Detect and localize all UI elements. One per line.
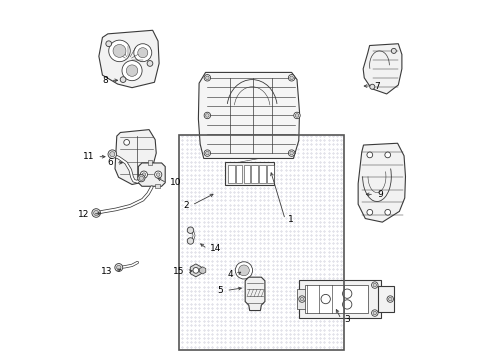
Text: 3: 3	[344, 315, 350, 324]
Circle shape	[115, 264, 122, 271]
Bar	[244, 165, 250, 183]
Circle shape	[110, 152, 115, 157]
Circle shape	[122, 60, 142, 81]
Circle shape	[239, 265, 249, 276]
Bar	[259, 165, 266, 183]
Circle shape	[124, 139, 129, 145]
Circle shape	[138, 48, 148, 58]
Text: 5: 5	[218, 286, 223, 295]
Circle shape	[94, 211, 98, 216]
Circle shape	[204, 150, 211, 156]
Bar	[225, 162, 274, 185]
Circle shape	[371, 310, 378, 316]
Circle shape	[373, 283, 377, 287]
Bar	[299, 280, 381, 319]
Bar	[267, 165, 273, 183]
Bar	[228, 165, 235, 183]
Circle shape	[109, 40, 130, 62]
Circle shape	[385, 210, 391, 215]
Circle shape	[289, 75, 295, 81]
Circle shape	[139, 176, 144, 180]
Circle shape	[371, 282, 378, 288]
Circle shape	[294, 112, 300, 119]
Polygon shape	[199, 267, 206, 274]
Text: 2: 2	[183, 201, 189, 210]
Text: 12: 12	[78, 210, 90, 219]
Circle shape	[156, 173, 160, 176]
Text: 10: 10	[170, 178, 181, 187]
Circle shape	[205, 76, 209, 80]
Text: 14: 14	[210, 244, 221, 253]
Circle shape	[343, 289, 352, 298]
Circle shape	[370, 84, 375, 89]
Bar	[305, 285, 368, 314]
Circle shape	[187, 238, 194, 244]
Text: 8: 8	[102, 76, 108, 85]
Circle shape	[155, 171, 162, 178]
Polygon shape	[99, 30, 159, 87]
Text: 9: 9	[377, 190, 383, 199]
Circle shape	[387, 296, 393, 302]
Text: 7: 7	[374, 82, 380, 91]
Circle shape	[299, 296, 305, 302]
Circle shape	[367, 210, 373, 215]
Bar	[236, 165, 243, 183]
Circle shape	[385, 152, 391, 158]
Circle shape	[187, 227, 194, 233]
Circle shape	[373, 311, 377, 315]
Bar	[251, 165, 258, 183]
Circle shape	[367, 152, 373, 158]
Bar	[148, 161, 152, 165]
Circle shape	[106, 41, 112, 46]
Circle shape	[92, 209, 100, 217]
Circle shape	[321, 294, 330, 304]
Polygon shape	[190, 264, 201, 277]
Bar	[155, 184, 160, 188]
Circle shape	[295, 114, 299, 117]
Bar	[378, 286, 394, 312]
Text: 1: 1	[288, 215, 294, 224]
Circle shape	[108, 150, 117, 158]
Text: 13: 13	[101, 267, 112, 276]
Text: 15: 15	[173, 267, 185, 276]
Bar	[297, 289, 306, 310]
Polygon shape	[115, 130, 156, 184]
Bar	[179, 135, 343, 350]
Circle shape	[235, 262, 252, 279]
Circle shape	[290, 151, 294, 155]
Polygon shape	[245, 277, 265, 311]
Polygon shape	[138, 163, 165, 186]
Circle shape	[343, 300, 352, 309]
Circle shape	[147, 60, 153, 66]
Text: 11: 11	[83, 152, 95, 161]
Circle shape	[205, 151, 209, 155]
Polygon shape	[363, 44, 402, 94]
Circle shape	[193, 267, 199, 273]
Circle shape	[290, 76, 294, 80]
Circle shape	[113, 44, 126, 57]
Circle shape	[204, 75, 211, 81]
Circle shape	[204, 112, 211, 119]
Circle shape	[120, 77, 126, 82]
Circle shape	[138, 175, 145, 182]
Circle shape	[392, 48, 396, 53]
Circle shape	[142, 173, 146, 176]
Circle shape	[300, 297, 304, 301]
Circle shape	[134, 44, 152, 62]
Polygon shape	[358, 143, 406, 222]
Polygon shape	[198, 72, 299, 158]
Circle shape	[389, 297, 392, 301]
Circle shape	[126, 65, 138, 76]
Circle shape	[289, 150, 295, 156]
Circle shape	[205, 114, 209, 117]
Circle shape	[117, 265, 121, 270]
Circle shape	[140, 171, 147, 178]
Text: 6: 6	[107, 158, 113, 167]
Text: 4: 4	[228, 270, 234, 279]
